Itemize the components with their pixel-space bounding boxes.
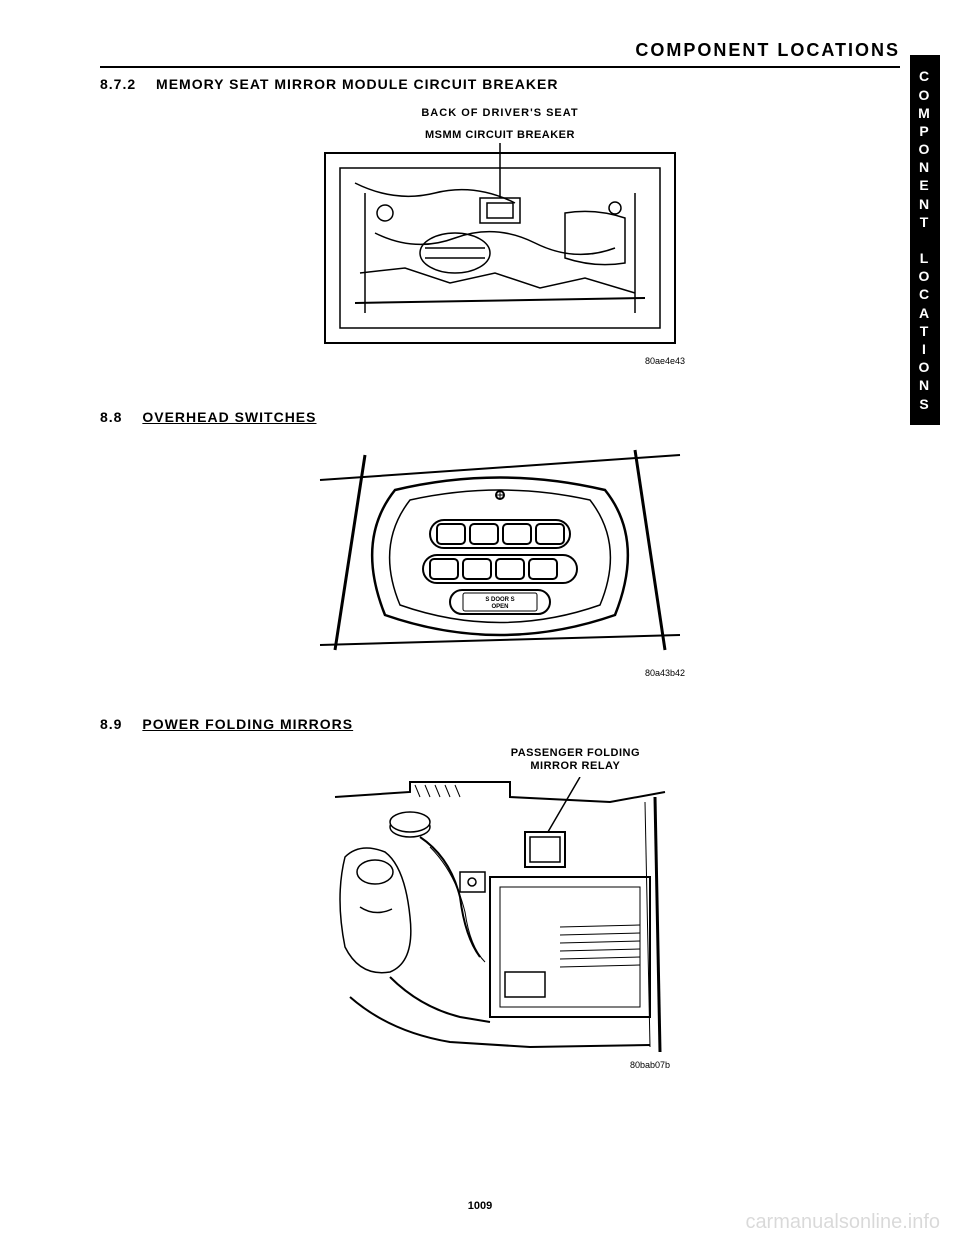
component-label-1: MSMM CIRCUIT BREAKER <box>100 129 900 141</box>
figure-id-2: 80a43b42 <box>315 668 685 678</box>
section-heading-3: 8.9 POWER FOLDING MIRRORS <box>100 716 900 732</box>
section-heading-1: 8.7.2 MEMORY SEAT MIRROR MODULE CIRCUIT … <box>100 76 900 92</box>
figure-caption-1: BACK OF DRIVER'S SEAT <box>100 107 900 119</box>
figure-id-1: 80ae4e43 <box>315 356 685 366</box>
section-8-7-2: 8.7.2 MEMORY SEAT MIRROR MODULE CIRCUIT … <box>100 76 900 369</box>
page-container: COMPONENT LOCATIONS COMPONENT LOCATIONS … <box>0 0 960 1242</box>
section-heading-2: 8.8 OVERHEAD SWITCHES <box>100 409 900 425</box>
section-8-8: 8.8 OVERHEAD SWITCHES <box>100 409 900 681</box>
section-number-1: 8.7.2 <box>100 76 136 92</box>
section-number-2: 8.8 <box>100 409 122 425</box>
figure-block-2: S DOOR S OPEN 80a43b42 <box>100 440 900 681</box>
figure-block-1: MSMM CIRCUIT BREAKER <box>100 129 900 369</box>
figure-svg-1: 80ae4e43 <box>315 143 685 366</box>
side-tab: COMPONENT LOCATIONS <box>910 55 940 425</box>
svg-text:OPEN: OPEN <box>491 604 508 610</box>
svg-text:S DOOR S: S DOOR S <box>485 597 514 603</box>
figure-svg-3: PASSENGER FOLDING MIRROR RELAY <box>330 777 670 1070</box>
figure-id-3: 80bab07b <box>330 1060 670 1070</box>
page-header: COMPONENT LOCATIONS <box>100 40 900 68</box>
watermark: carmanualsonline.info <box>745 1211 940 1234</box>
section-8-9: 8.9 POWER FOLDING MIRRORS PASSENGER FOLD… <box>100 716 900 1073</box>
section-title-2: OVERHEAD SWITCHES <box>142 409 316 425</box>
section-number-3: 8.9 <box>100 716 122 732</box>
header-title: COMPONENT LOCATIONS <box>635 40 900 60</box>
component-label-3: PASSENGER FOLDING MIRROR RELAY <box>511 747 640 773</box>
section-title-3: POWER FOLDING MIRRORS <box>142 716 353 732</box>
figure-block-3: PASSENGER FOLDING MIRROR RELAY <box>100 747 900 1073</box>
figure-svg-2: S DOOR S OPEN 80a43b42 <box>315 440 685 678</box>
section-title-1: MEMORY SEAT MIRROR MODULE CIRCUIT BREAKE… <box>156 76 558 92</box>
